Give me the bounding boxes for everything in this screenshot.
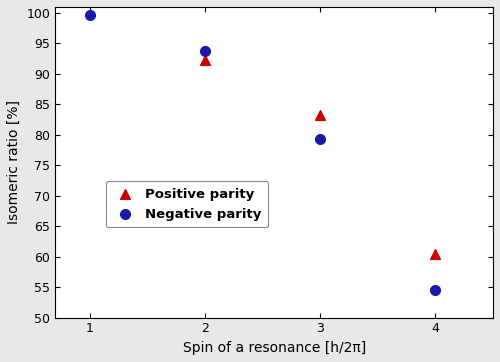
- Negative parity: [86, 12, 94, 18]
- Legend: Positive parity, Negative parity: Positive parity, Negative parity: [106, 181, 268, 227]
- Negative parity: [432, 287, 440, 293]
- Positive parity: [201, 57, 209, 63]
- X-axis label: Spin of a resonance [h/2π]: Spin of a resonance [h/2π]: [182, 341, 366, 355]
- Positive parity: [316, 113, 324, 118]
- Positive parity: [432, 251, 440, 257]
- Negative parity: [201, 49, 209, 54]
- Negative parity: [316, 136, 324, 142]
- Y-axis label: Isomeric ratio [%]: Isomeric ratio [%]: [7, 100, 21, 224]
